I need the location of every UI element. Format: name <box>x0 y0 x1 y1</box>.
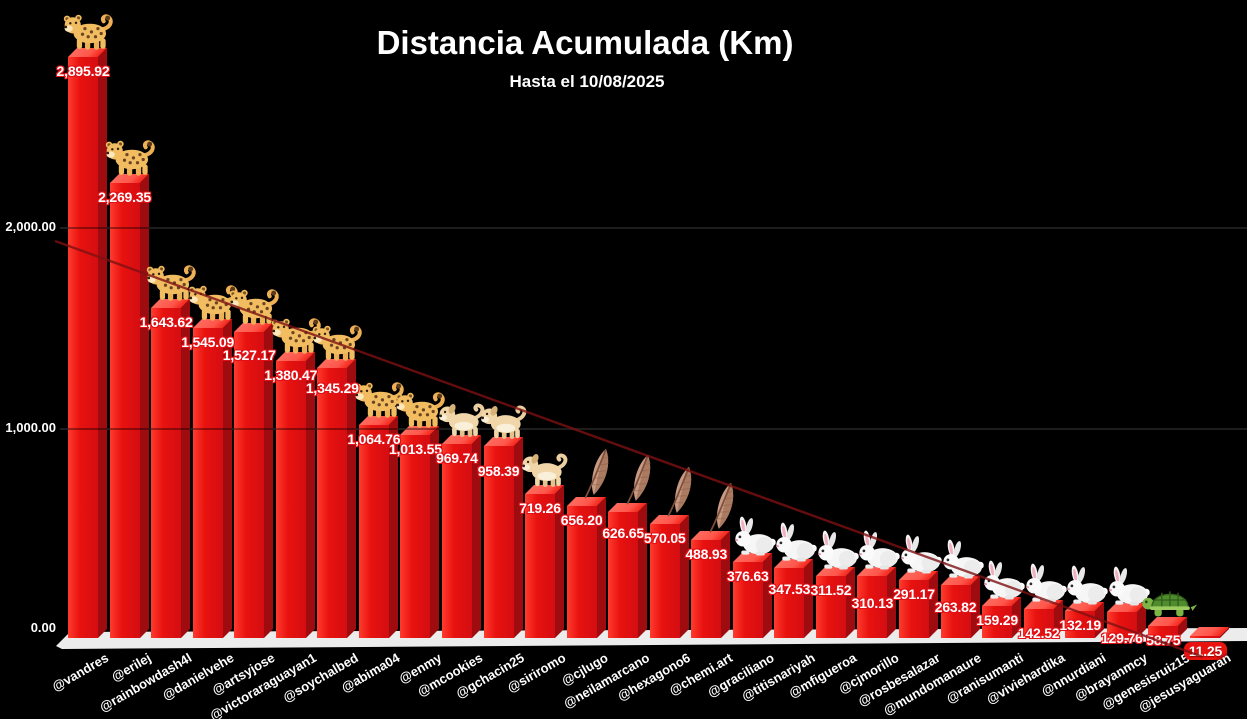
bar-front-face <box>109 182 140 638</box>
y-tick-label: 1,000.00 <box>5 419 56 435</box>
bar-front-face <box>275 361 306 638</box>
chart-subtitle: Hasta el 10/08/2025 <box>509 72 665 91</box>
bar-value-label: 958.39 <box>477 462 520 479</box>
bar-front-face <box>68 57 98 638</box>
y-tick-label: 2,000.00 <box>5 219 56 234</box>
gridline-overlay <box>60 227 1247 229</box>
gridline-overlay <box>60 427 1247 430</box>
bar-front-face <box>317 368 348 638</box>
bar-side-face <box>181 299 191 638</box>
bar-value-label: 1,643.62 <box>139 314 193 331</box>
rabbit-icon <box>981 560 1025 600</box>
bar-front-face <box>192 328 223 638</box>
leopard-icon <box>312 322 364 362</box>
bar-side-face <box>638 503 648 638</box>
bar <box>1189 626 1229 638</box>
dog-icon <box>480 402 530 440</box>
bar-value-label: 1,527.17 <box>222 347 276 364</box>
rabbit-icon <box>815 530 859 570</box>
bar-side-face <box>804 559 814 638</box>
bar <box>109 173 149 638</box>
y-tick-label: 0.00 <box>30 620 56 635</box>
chart-title: Distancia Acumulada (Km) <box>376 24 794 61</box>
bar <box>317 359 357 638</box>
rabbit-icon <box>940 539 984 579</box>
bar-value-label: 570.05 <box>643 529 686 546</box>
rabbit-icon <box>856 530 900 570</box>
gridline <box>60 227 1247 229</box>
bar-side-face <box>139 173 149 638</box>
leopard-icon <box>63 11 115 51</box>
bar <box>151 299 191 638</box>
bar-front-face <box>151 308 182 638</box>
rabbit-icon <box>1023 563 1067 603</box>
turtle-icon <box>1140 580 1198 620</box>
bar-side-face <box>222 319 232 638</box>
bar <box>192 319 232 638</box>
leopard-icon <box>105 137 157 177</box>
bar-front-face <box>1189 635 1220 638</box>
bar-value-label: 2,269.35 <box>98 188 151 205</box>
rabbit-icon <box>1064 565 1108 605</box>
bar-value-label: 2,895.92 <box>56 63 110 80</box>
rabbit-icon <box>898 534 942 574</box>
bar-value-label: 488.93 <box>685 545 728 562</box>
bar <box>68 48 107 638</box>
rabbit-icon <box>773 522 817 562</box>
bar-value-label: 1,345.29 <box>305 380 359 397</box>
